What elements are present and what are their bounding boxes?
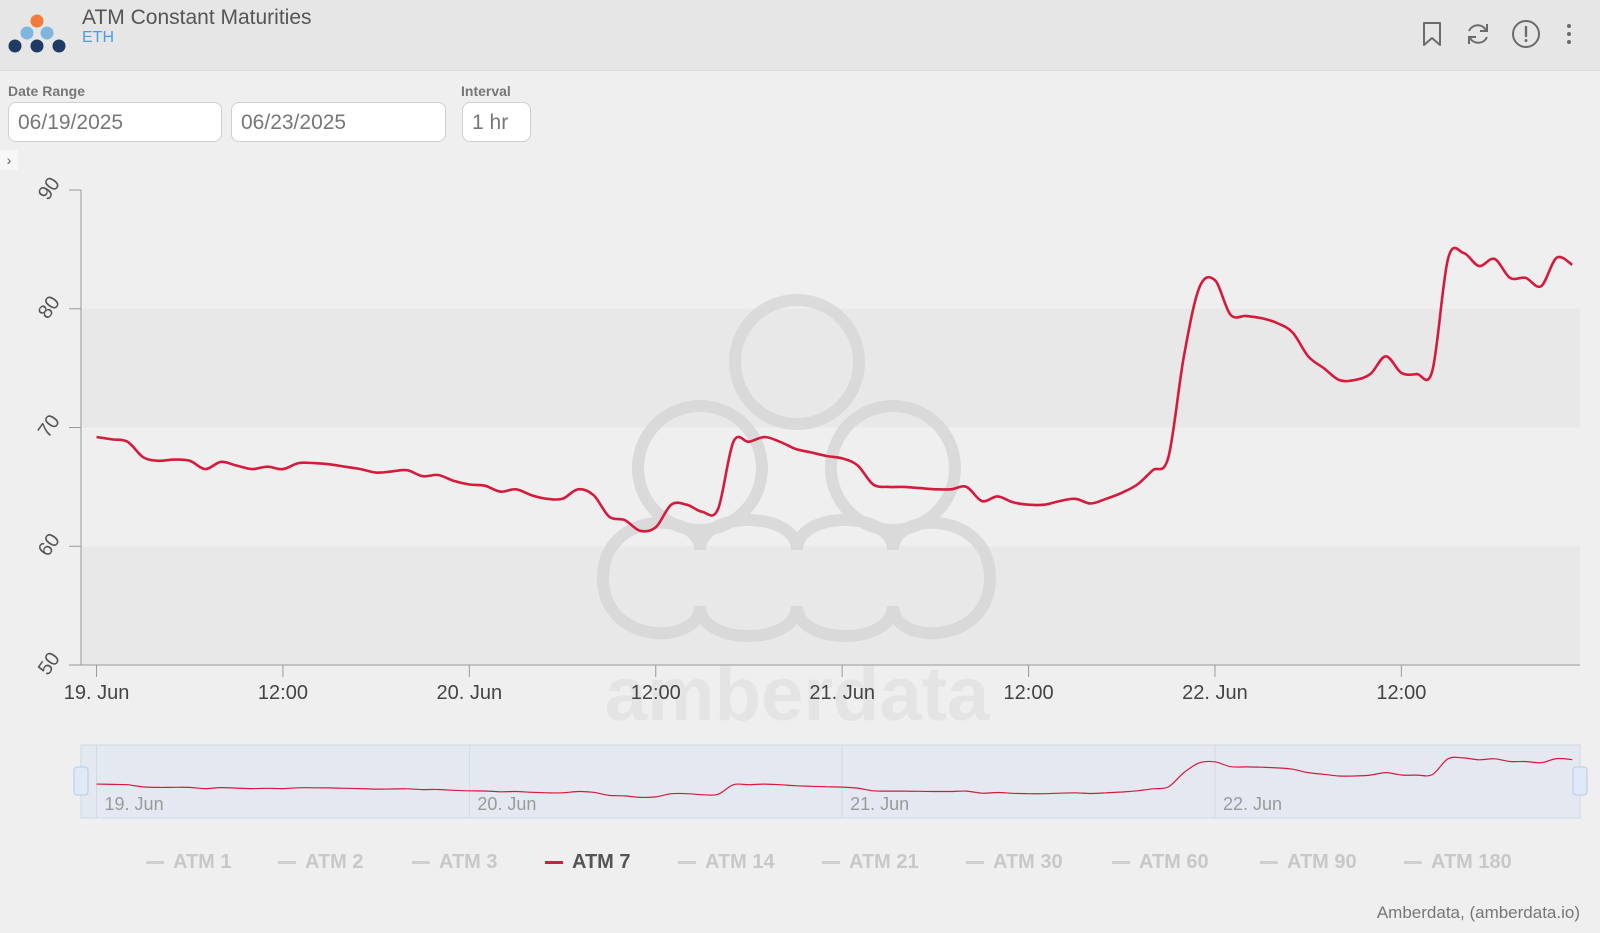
- x-axis-ticks: 19. Jun 12:00 20. Jun 12:00 21. Jun 12:00 22. …: [64, 665, 1426, 704]
- x-tick-label: 21. Jun: [809, 682, 875, 704]
- x-tick-label: 12:00: [258, 682, 308, 704]
- navigator-label: 22. Jun: [1223, 794, 1282, 814]
- y-tick-label: 60: [34, 530, 65, 561]
- y-tick-label: 80: [34, 292, 65, 323]
- navigator-series-line: [96, 756, 1573, 799]
- info-icon[interactable]: [1510, 18, 1542, 50]
- legend-item-atm-2[interactable]: ATM 2: [278, 847, 364, 877]
- refresh-icon[interactable]: [1462, 18, 1494, 50]
- date-range-label: Date Range: [8, 83, 86, 99]
- y-axis-ticks: 50 60 70 80 90: [34, 173, 81, 679]
- legend-label: ATM 60: [1139, 850, 1209, 873]
- y-tick-label: 50: [34, 648, 65, 679]
- legend-label: ATM 1: [173, 850, 232, 873]
- legend-label: ATM 30: [993, 850, 1063, 873]
- legend-label: ATM 2: [305, 850, 364, 873]
- legend-label: ATM 21: [849, 850, 919, 873]
- app-header: ATM Constant Maturities ETH: [0, 0, 1600, 71]
- legend-label: ATM 90: [1287, 850, 1357, 873]
- navigator[interactable]: 19. Jun 20. Jun 21. Jun 22. Jun: [73, 744, 1588, 819]
- navigator-left-handle[interactable]: [73, 766, 89, 796]
- legend-item-atm-180[interactable]: ATM 180: [1404, 847, 1512, 877]
- legend-item-atm-3[interactable]: ATM 3: [412, 847, 498, 877]
- navigator-label: 20. Jun: [477, 794, 536, 814]
- legend-label: ATM 3: [439, 850, 498, 873]
- asset-subtitle: ETH: [82, 29, 114, 46]
- series-line-atm-7: [96, 246, 1573, 533]
- end-date-input[interactable]: 06/23/2025: [231, 102, 446, 142]
- chart-legend: ATM 1 ATM 2 ATM 3 ATM 7 ATM 14 ATM 21 ATM 30 AT…: [0, 847, 1600, 877]
- legend-item-atm-30[interactable]: ATM 30: [966, 847, 1063, 877]
- page-title: ATM Constant Maturities: [82, 6, 312, 29]
- y-tick-label: 90: [34, 173, 65, 204]
- interval-label: Interval: [461, 83, 511, 99]
- navigator-right-handle[interactable]: [1572, 766, 1588, 796]
- navigator-label: 21. Jun: [850, 794, 909, 814]
- expand-panel-toggle[interactable]: ›: [0, 150, 18, 170]
- chart-credit: Amberdata, (amberdata.io): [1376, 903, 1580, 922]
- legend-label: ATM 14: [705, 850, 775, 873]
- legend-swatch: [412, 860, 430, 864]
- legend-swatch: [1260, 860, 1278, 864]
- legend-item-atm-90[interactable]: ATM 90: [1260, 847, 1357, 877]
- legend-item-atm-7[interactable]: ATM 7: [545, 847, 631, 877]
- x-tick-label: 12:00: [1004, 682, 1054, 704]
- amberdata-logo: [8, 14, 66, 53]
- bookmark-icon[interactable]: [1416, 18, 1448, 50]
- x-tick-label: 22. Jun: [1182, 682, 1248, 704]
- legend-swatch: [1112, 860, 1130, 864]
- x-tick-label: 12:00: [1376, 682, 1426, 704]
- more-icon[interactable]: [1560, 18, 1578, 50]
- legend-swatch: [1404, 860, 1422, 864]
- grid-bands: [81, 308, 1580, 665]
- legend-item-atm-60[interactable]: ATM 60: [1112, 847, 1209, 877]
- legend-swatch: [966, 860, 984, 864]
- iv-line-chart: amberdata 50 60 70 80 90 19. Jun 12:00 20. Jun…: [34, 173, 1588, 819]
- watermark: amberdata: [596, 294, 997, 737]
- legend-swatch: [278, 860, 296, 864]
- legend-item-atm-14[interactable]: ATM 14: [678, 847, 775, 877]
- legend-label: ATM 180: [1431, 850, 1512, 873]
- x-tick-label: 12:00: [631, 682, 681, 704]
- series-layer: [96, 246, 1573, 533]
- start-date-input[interactable]: 06/19/2025: [8, 102, 222, 142]
- navigator-label: 19. Jun: [105, 794, 164, 814]
- legend-item-atm-1[interactable]: ATM 1: [146, 847, 232, 877]
- watermark-text: amberdata: [605, 652, 990, 737]
- legend-swatch: [678, 860, 696, 864]
- legend-swatch: [822, 860, 840, 864]
- grid-band: [81, 546, 1580, 665]
- interval-select[interactable]: 1 hr: [462, 102, 531, 142]
- x-tick-label: 20. Jun: [437, 682, 503, 704]
- legend-swatch: [146, 860, 164, 864]
- y-tick-label: 70: [34, 411, 65, 442]
- legend-label: ATM 7: [572, 850, 631, 873]
- x-tick-label: 19. Jun: [64, 682, 130, 704]
- navigator-selection[interactable]: [80, 744, 1581, 819]
- legend-swatch: [545, 860, 563, 864]
- legend-item-atm-21[interactable]: ATM 21: [822, 847, 919, 877]
